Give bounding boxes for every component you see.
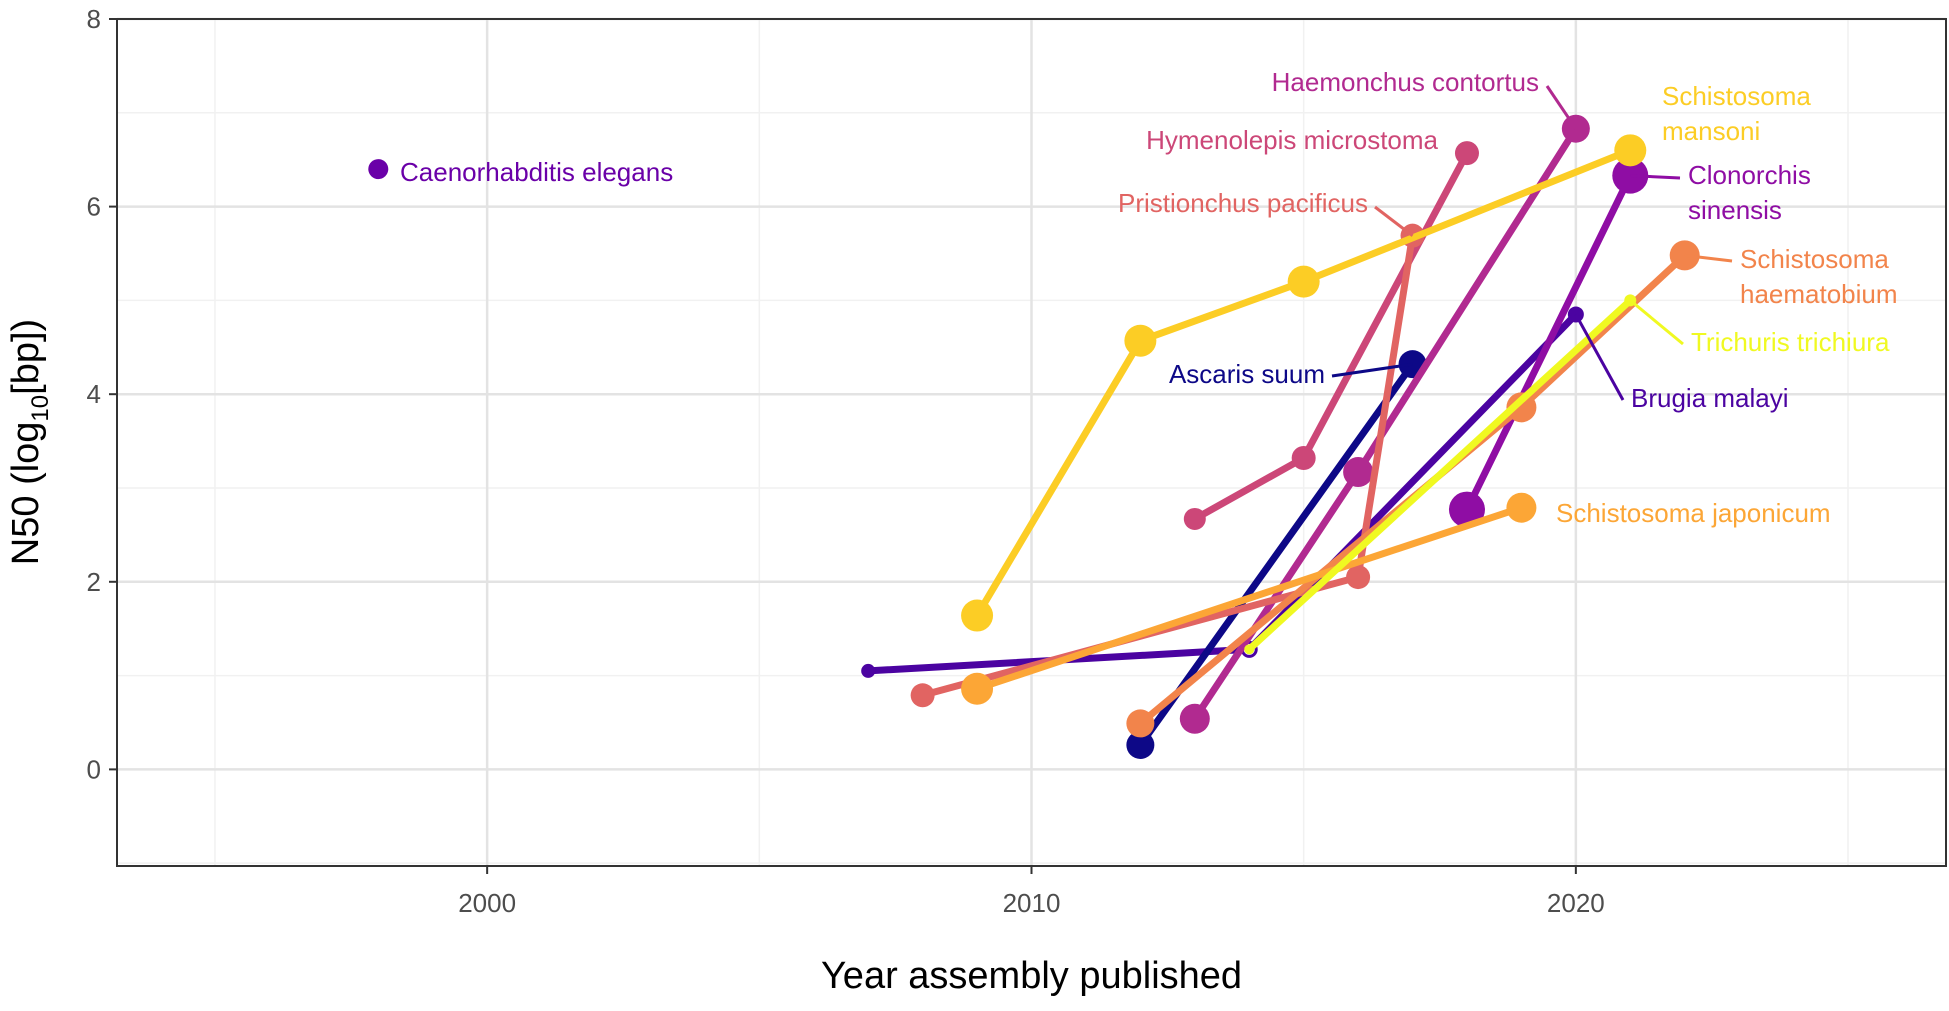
label-leaders bbox=[1331, 85, 1733, 401]
series-label-line: sinensis bbox=[1688, 195, 1782, 225]
series-label-pristionchus-pacificus: Pristionchus pacificus bbox=[1118, 188, 1368, 218]
data-point bbox=[1614, 134, 1647, 167]
y-axis-title-suffix: [bp]) bbox=[5, 319, 47, 395]
label-leader-line bbox=[1545, 85, 1578, 130]
x-tick-label: 2000 bbox=[458, 888, 516, 918]
series-label-line: Schistosoma japonicum bbox=[1556, 498, 1831, 528]
data-point bbox=[1506, 392, 1537, 423]
series-label-clonorchis-sinensis: Clonorchis sinensis bbox=[1688, 160, 1811, 225]
data-point bbox=[861, 663, 876, 678]
data-point bbox=[1291, 445, 1316, 470]
data-point bbox=[1244, 644, 1255, 655]
series-label-line: Haemonchus contortus bbox=[1272, 67, 1539, 97]
data-point bbox=[1448, 491, 1485, 528]
series-label-line: Pristionchus pacificus bbox=[1118, 188, 1368, 218]
series-label-line: Schistosoma bbox=[1662, 81, 1811, 111]
series-line bbox=[1463, 172, 1634, 514]
series-line bbox=[973, 504, 1525, 693]
x-tick-label: 2020 bbox=[1547, 888, 1605, 918]
grid-lines bbox=[117, 17, 1946, 866]
data-point bbox=[1346, 565, 1371, 590]
label-leader-line bbox=[1630, 174, 1681, 180]
series-line bbox=[973, 146, 1634, 620]
series-label-line: Trichuris trichiura bbox=[1691, 327, 1890, 357]
series-layer bbox=[368, 114, 1700, 759]
series-label-line: Clonorchis bbox=[1688, 160, 1811, 190]
series-label-schistosoma-japonicum: Schistosoma japonicum bbox=[1556, 498, 1831, 528]
data-point bbox=[1126, 731, 1155, 759]
series-line bbox=[1245, 296, 1634, 653]
data-point bbox=[1179, 703, 1210, 734]
data-point bbox=[368, 159, 389, 180]
data-point bbox=[1454, 141, 1479, 166]
series-clonorchis-sinensis bbox=[1448, 157, 1649, 528]
series-label-line: Hymenolepis microstoma bbox=[1146, 125, 1438, 155]
series-label-brugia-malayi: Brugia malayi bbox=[1631, 383, 1789, 413]
series-label-line: Ascaris suum bbox=[1169, 359, 1325, 389]
series-label-ascaris-suum: Ascaris suum bbox=[1169, 359, 1325, 389]
y-axis-title-prefix: N50 (log bbox=[5, 422, 47, 566]
x-axis-title: Year assembly published bbox=[821, 955, 1242, 997]
y-axis-title-subscript: 10 bbox=[27, 395, 54, 422]
data-point bbox=[1126, 709, 1155, 738]
series-label-trichuris-trichiura: Trichuris trichiura bbox=[1691, 327, 1890, 357]
series-label-hymenolepis-microstoma: Hymenolepis microstoma bbox=[1146, 125, 1438, 155]
series-label-caenorhabditis-elegans: Caenorhabditis elegans bbox=[400, 157, 673, 187]
data-point bbox=[910, 683, 935, 708]
data-point bbox=[961, 672, 994, 705]
data-point bbox=[1124, 324, 1157, 357]
x-tick-label: 2010 bbox=[1003, 888, 1061, 918]
series-label-schistosoma-haematobium: Schistosoma haematobium bbox=[1740, 244, 1898, 309]
label-leader-line bbox=[1684, 253, 1733, 263]
data-point bbox=[1506, 492, 1537, 523]
series-label-line: Caenorhabditis elegans bbox=[400, 157, 673, 187]
data-point bbox=[1183, 507, 1206, 530]
y-tick-label: 0 bbox=[87, 754, 101, 784]
axis-ticks: 2000 2010 2020 0 2 4 6 8 bbox=[87, 4, 1605, 918]
data-point bbox=[961, 599, 994, 632]
y-tick-label: 4 bbox=[87, 379, 101, 409]
data-point bbox=[1669, 240, 1700, 271]
series-caenorhabditis-elegans bbox=[368, 159, 389, 180]
series-label-line: mansoni bbox=[1662, 116, 1760, 146]
series-label-schistosoma-mansoni: Schistosoma mansoni bbox=[1662, 81, 1811, 146]
series-label-line: haematobium bbox=[1740, 279, 1898, 309]
series-schistosoma-japonicum bbox=[961, 492, 1537, 705]
series-label-line: Brugia malayi bbox=[1631, 383, 1789, 413]
y-tick-label: 8 bbox=[87, 4, 101, 34]
y-tick-label: 6 bbox=[87, 192, 101, 222]
series-schistosoma-mansoni bbox=[961, 134, 1647, 632]
label-leader-line bbox=[1629, 299, 1684, 346]
label-leader-line bbox=[1331, 362, 1413, 378]
series-label-line: Schistosoma bbox=[1740, 244, 1889, 274]
label-leader-line bbox=[1574, 313, 1625, 401]
y-axis-title: N50 (log10[bp]) bbox=[5, 319, 54, 565]
data-point bbox=[1287, 265, 1320, 298]
series-label-haemonchus-contortus: Haemonchus contortus bbox=[1272, 67, 1539, 97]
y-tick-label: 2 bbox=[87, 567, 101, 597]
label-leader-line bbox=[1374, 205, 1414, 237]
data-point bbox=[1343, 457, 1374, 488]
series-labels: Caenorhabditis elegans Haemonchus contort… bbox=[400, 67, 1898, 528]
